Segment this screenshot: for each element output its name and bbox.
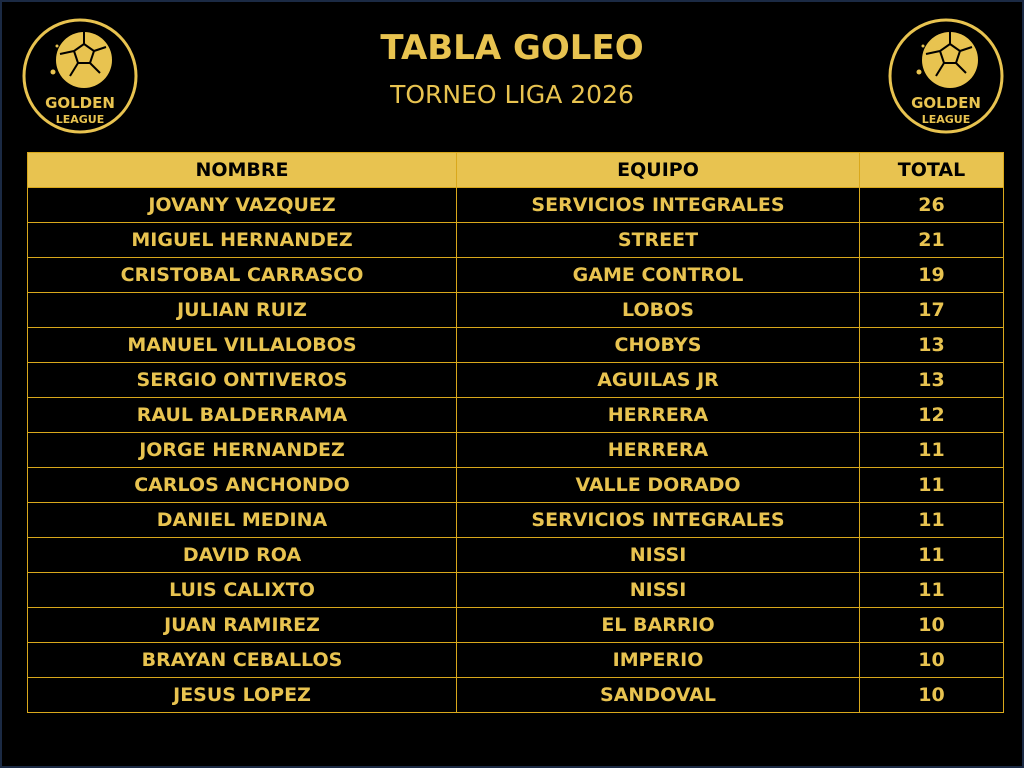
team-name: NISSI xyxy=(456,572,860,608)
goal-total: 11 xyxy=(859,502,1004,538)
goal-total: 19 xyxy=(859,257,1004,293)
team-name: VALLE DORADO xyxy=(456,467,860,503)
team-name: HERRERA xyxy=(456,397,860,433)
player-name: LUIS CALIXTO xyxy=(27,572,457,608)
goal-total: 11 xyxy=(859,572,1004,608)
table-row: SERGIO ONTIVEROS AGUILAS JR 13 xyxy=(27,362,1004,398)
table-header: NOMBRE EQUIPO TOTAL xyxy=(27,152,1004,188)
goal-total: 13 xyxy=(859,327,1004,363)
team-name: SERVICIOS INTEGRALES xyxy=(456,187,860,223)
scorers-table: NOMBRE EQUIPO TOTAL JOVANY VAZQUEZ SERVIC… xyxy=(27,152,1004,713)
team-name: STREET xyxy=(456,222,860,258)
player-name: SERGIO ONTIVEROS xyxy=(27,362,457,398)
player-name: CARLOS ANCHONDO xyxy=(27,467,457,503)
column-header-total: TOTAL xyxy=(859,152,1004,188)
player-name: JESUS LOPEZ xyxy=(27,677,457,713)
goal-total: 10 xyxy=(859,642,1004,678)
table-row: LUIS CALIXTO NISSI 11 xyxy=(27,572,1004,608)
svg-text:LEAGUE: LEAGUE xyxy=(922,113,971,126)
table-row: JULIAN RUIZ LOBOS 17 xyxy=(27,292,1004,328)
table-row: CRISTOBAL CARRASCO GAME CONTROL 19 xyxy=(27,257,1004,293)
goal-total: 26 xyxy=(859,187,1004,223)
goal-total: 13 xyxy=(859,362,1004,398)
table-row: DANIEL MEDINA SERVICIOS INTEGRALES 11 xyxy=(27,502,1004,538)
table-row: DAVID ROA NISSI 11 xyxy=(27,537,1004,573)
team-name: GAME CONTROL xyxy=(456,257,860,293)
player-name: BRAYAN CEBALLOS xyxy=(27,642,457,678)
goal-total: 21 xyxy=(859,222,1004,258)
player-name: JOVANY VAZQUEZ xyxy=(27,187,457,223)
team-name: CHOBYS xyxy=(456,327,860,363)
team-name: NISSI xyxy=(456,537,860,573)
page-subtitle: TORNEO LIGA 2026 xyxy=(390,80,634,109)
svg-text:GOLDEN: GOLDEN xyxy=(911,94,981,112)
player-name: DAVID ROA xyxy=(27,537,457,573)
goal-total: 12 xyxy=(859,397,1004,433)
team-name: EL BARRIO xyxy=(456,607,860,643)
team-name: SANDOVAL xyxy=(456,677,860,713)
team-name: AGUILAS JR xyxy=(456,362,860,398)
team-name: LOBOS xyxy=(456,292,860,328)
goal-total: 11 xyxy=(859,467,1004,503)
player-name: JUAN RAMIREZ xyxy=(27,607,457,643)
table-row: JUAN RAMIREZ EL BARRIO 10 xyxy=(27,607,1004,643)
table-row: MANUEL VILLALOBOS CHOBYS 13 xyxy=(27,327,1004,363)
player-name: MANUEL VILLALOBOS xyxy=(27,327,457,363)
team-name: IMPERIO xyxy=(456,642,860,678)
table-row: MIGUEL HERNANDEZ STREET 21 xyxy=(27,222,1004,258)
goal-total: 10 xyxy=(859,607,1004,643)
goal-total: 10 xyxy=(859,677,1004,713)
svg-text:LEAGUE: LEAGUE xyxy=(56,113,105,126)
player-name: MIGUEL HERNANDEZ xyxy=(27,222,457,258)
team-name: SERVICIOS INTEGRALES xyxy=(456,502,860,538)
player-name: CRISTOBAL CARRASCO xyxy=(27,257,457,293)
golden-league-logo: GOLDEN LEAGUE xyxy=(888,18,1004,134)
player-name: DANIEL MEDINA xyxy=(27,502,457,538)
table-row: JORGE HERNANDEZ HERRERA 11 xyxy=(27,432,1004,468)
player-name: JULIAN RUIZ xyxy=(27,292,457,328)
player-name: JORGE HERNANDEZ xyxy=(27,432,457,468)
table-row: JESUS LOPEZ SANDOVAL 10 xyxy=(27,677,1004,713)
table-row: CARLOS ANCHONDO VALLE DORADO 11 xyxy=(27,467,1004,503)
team-name: HERRERA xyxy=(456,432,860,468)
page-title: TABLA GOLEO xyxy=(380,28,644,68)
column-header-nombre: NOMBRE xyxy=(27,152,457,188)
golden-league-logo: GOLDEN LEAGUE xyxy=(22,18,138,134)
table-row: BRAYAN CEBALLOS IMPERIO 10 xyxy=(27,642,1004,678)
column-header-equipo: EQUIPO xyxy=(456,152,860,188)
goal-total: 11 xyxy=(859,537,1004,573)
table-row: RAUL BALDERRAMA HERRERA 12 xyxy=(27,397,1004,433)
player-name: RAUL BALDERRAMA xyxy=(27,397,457,433)
goal-total: 17 xyxy=(859,292,1004,328)
svg-text:GOLDEN: GOLDEN xyxy=(45,94,115,112)
goal-total: 11 xyxy=(859,432,1004,468)
table-row: JOVANY VAZQUEZ SERVICIOS INTEGRALES 26 xyxy=(27,187,1004,223)
